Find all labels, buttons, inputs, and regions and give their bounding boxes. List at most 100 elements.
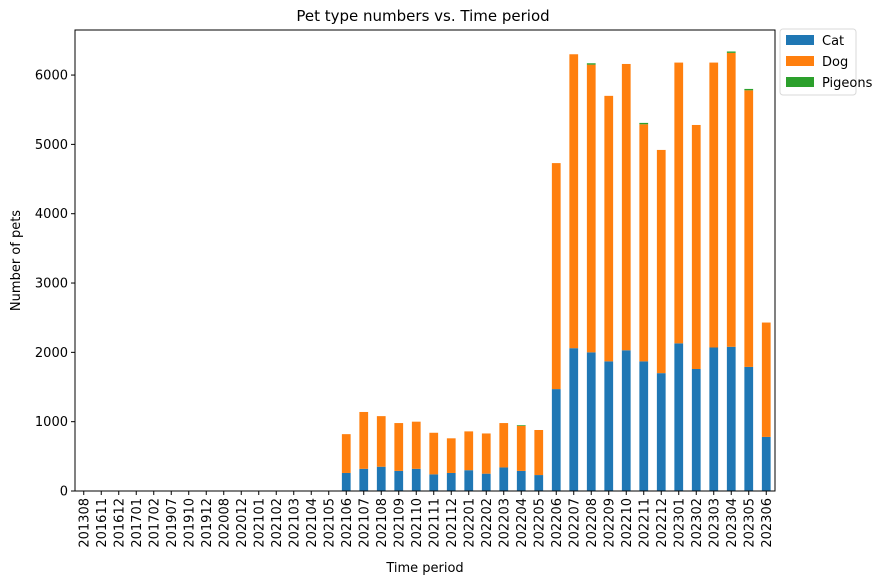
x-tick-label: 202012 (235, 498, 250, 548)
x-tick-label: 202207 (567, 498, 582, 548)
y-tick-label: 0 (60, 485, 68, 500)
legend-swatch-dog (786, 56, 814, 66)
bar-cat-202110 (411, 468, 421, 491)
bar-cat-202209 (604, 361, 614, 491)
x-tick-label: 202208 (585, 498, 600, 548)
bar-dog-202301 (674, 62, 684, 344)
bar-pigeons-202211 (639, 122, 649, 125)
bar-dog-202207 (569, 54, 579, 349)
bar-pigeons-202208 (586, 63, 596, 65)
bar-cat-202211 (639, 361, 649, 491)
x-tick-label: 202203 (497, 498, 512, 548)
x-tick-label: 202008 (217, 498, 232, 548)
bar-cat-202201 (464, 470, 474, 491)
bars-layer (79, 51, 771, 491)
bar-cat-202112 (446, 472, 456, 491)
x-tick-label: 202303 (707, 498, 722, 548)
y-tick-label: 2000 (35, 346, 68, 361)
bar-dog-202209 (604, 95, 614, 362)
bar-cat-202208 (586, 352, 596, 491)
x-tick-label: 202211 (637, 498, 652, 548)
bar-cat-202303 (709, 347, 719, 491)
x-tick-label: 202202 (480, 498, 495, 548)
bar-dog-202110 (411, 421, 421, 469)
x-tick-label: 202209 (602, 498, 617, 548)
bar-cat-202306 (761, 436, 771, 491)
bar-cat-202207 (569, 348, 579, 491)
bar-dog-202203 (499, 423, 509, 468)
chart-title: Pet type numbers vs. Time period (296, 7, 549, 25)
x-tick-label: 201912 (200, 498, 215, 548)
y-axis: 0 1000 2000 3000 4000 5000 6000 (35, 69, 75, 500)
x-tick-label: 202112 (445, 498, 460, 548)
x-tick-label: 202305 (742, 498, 757, 548)
bar-dog-202201 (464, 431, 474, 471)
bar-dog-202210 (621, 63, 631, 351)
bar-dog-202305 (744, 90, 754, 367)
x-tick-label: 202204 (515, 498, 530, 548)
legend-label-dog: Dog (822, 55, 848, 70)
legend-label-cat: Cat (822, 34, 844, 49)
x-tick-label: 202210 (620, 498, 635, 548)
bar-dog-202303 (709, 62, 719, 348)
bar-dog-202112 (446, 438, 456, 473)
x-tick-label: 202105 (322, 498, 337, 548)
bar-dog-202208 (586, 64, 596, 353)
x-tick-label: 202102 (270, 498, 285, 548)
bar-dog-202106 (341, 434, 351, 473)
bar-dog-202108 (376, 416, 386, 467)
x-tick-label: 202111 (427, 498, 442, 548)
x-tick-label: 202106 (340, 498, 355, 548)
bar-cat-202304 (726, 346, 736, 491)
x-tick-label: 202302 (690, 498, 705, 548)
bar-dog-202205 (534, 429, 544, 476)
y-axis-label: Number of pets (9, 210, 24, 311)
bar-cat-202305 (744, 366, 754, 491)
bar-dog-202211 (639, 124, 649, 362)
bar-cat-202203 (499, 467, 509, 491)
bar-dog-202111 (429, 432, 439, 475)
bar-dog-202204 (516, 425, 526, 471)
bar-cat-202111 (429, 474, 439, 491)
x-tick-label: 201308 (77, 498, 92, 548)
x-tick-label: 202212 (655, 498, 670, 548)
bar-dog-202206 (551, 163, 561, 390)
x-tick-label: 202107 (357, 498, 372, 548)
bar-cat-202108 (376, 466, 386, 491)
x-tick-label: 202206 (550, 498, 565, 548)
x-tick-label: 202101 (252, 498, 267, 548)
x-tick-label: 201612 (112, 498, 127, 548)
x-tick-label: 202104 (305, 498, 320, 548)
x-tick-label: 202108 (375, 498, 390, 548)
x-tick-label: 202201 (462, 498, 477, 548)
x-tick-label: 202109 (392, 498, 407, 548)
x-tick-label: 201701 (130, 498, 145, 548)
y-tick-label: 4000 (35, 207, 68, 222)
bar-dog-202109 (394, 423, 404, 471)
legend-label-pigeons: Pigeons (822, 76, 873, 91)
x-tick-label: 202103 (287, 498, 302, 548)
legend-swatch-cat (786, 35, 814, 45)
bar-pigeons-202304 (726, 51, 736, 53)
x-tick-label: 202301 (672, 498, 687, 548)
x-tick-label: 202205 (532, 498, 547, 548)
x-axis: 201308 201611 201612 201701 201702 201907 2019… (77, 491, 775, 548)
bar-dog-202304 (726, 52, 736, 347)
y-tick-label: 3000 (35, 277, 68, 292)
x-tick-label: 201907 (165, 498, 180, 548)
x-tick-label: 201910 (182, 498, 197, 548)
bar-dog-202202 (481, 433, 491, 474)
bar-dog-202306 (761, 322, 771, 437)
x-tick-label: 201611 (95, 498, 110, 548)
bar-cat-202301 (674, 343, 684, 491)
bar-dog-202107 (359, 411, 369, 469)
legend-swatch-pigeons (786, 77, 814, 87)
bar-dog-202212 (656, 149, 666, 374)
y-tick-label: 5000 (35, 138, 68, 153)
bar-cat-202210 (621, 350, 631, 491)
bar-cat-202205 (534, 475, 544, 491)
bar-pigeons-202305 (744, 88, 754, 91)
bar-cat-202206 (551, 389, 561, 491)
bar-dog-202302 (691, 124, 701, 369)
